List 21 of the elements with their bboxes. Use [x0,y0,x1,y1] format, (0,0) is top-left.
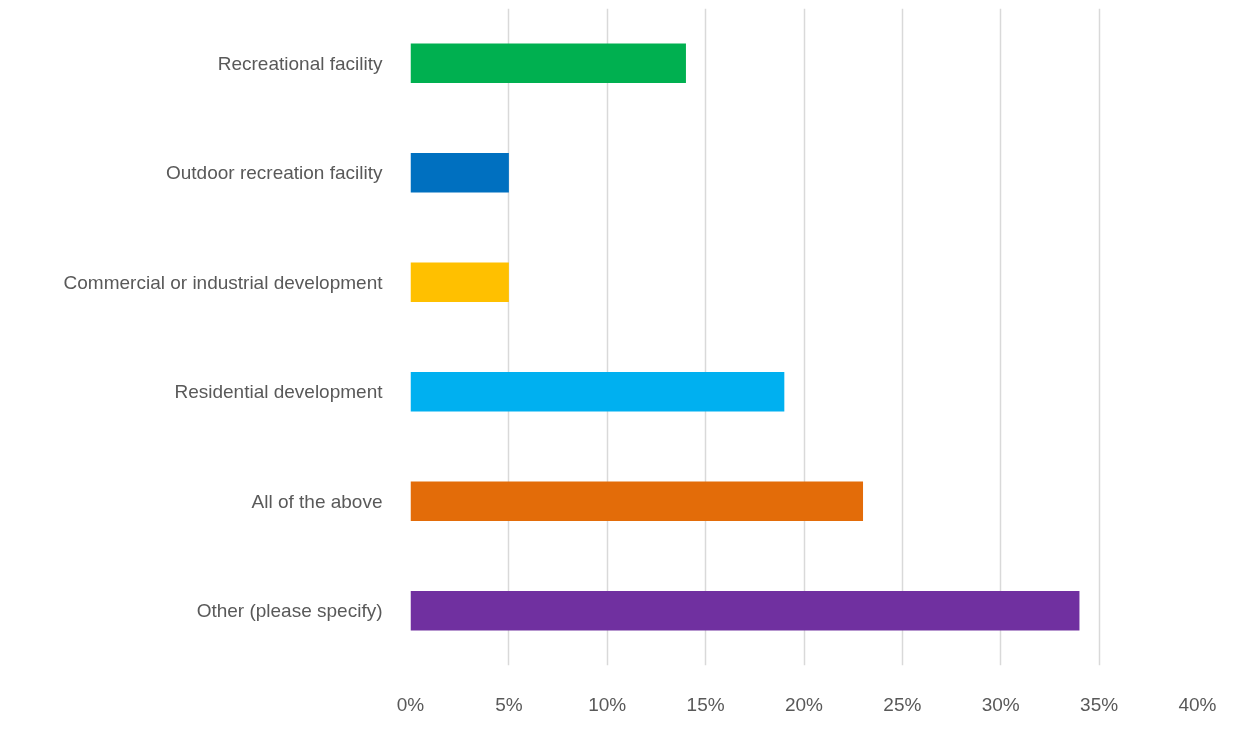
x-tick-label: 20% [784,693,824,715]
x-tick-label: 0% [396,693,425,715]
bar [410,153,509,193]
y-tick-label: Recreational facility [217,52,383,74]
x-tick-label: 25% [883,693,922,715]
y-tick-label: Other (please specify) [196,600,383,622]
bar [410,591,1080,631]
x-tick-label: 15% [686,693,725,715]
x-tick-label: 30% [981,693,1020,715]
bar [410,372,785,412]
bar [410,481,864,521]
y-tick-label: Commercial or industrial development [63,271,384,293]
y-tick-label: Outdoor recreation facility [166,162,383,184]
y-tick-label: All of the above [251,490,383,512]
bar [410,262,509,302]
x-tick-label: 5% [495,693,523,715]
x-tick-label: 35% [1080,693,1119,715]
x-tick-label: 10% [588,693,627,715]
x-tick-label: 40% [1178,693,1217,715]
bar [410,43,686,83]
y-tick-label: Residential development [174,381,384,403]
